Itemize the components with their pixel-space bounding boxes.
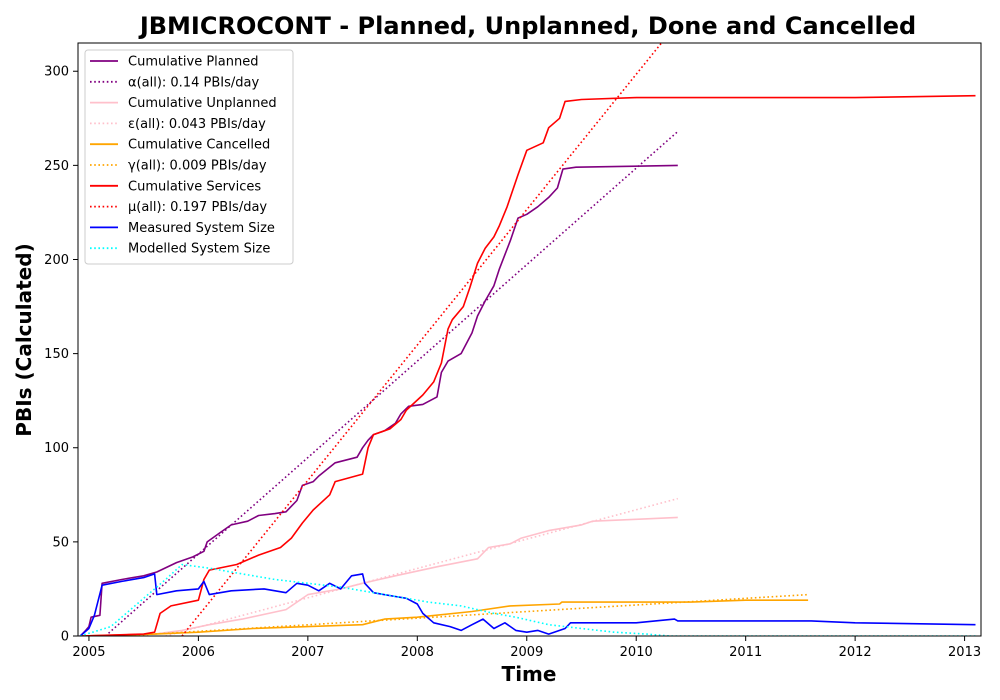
series-line-modelled-system-size-9: [79, 563, 976, 636]
x-tick-label: 2005: [72, 645, 105, 660]
x-tick-label: 2013: [948, 645, 981, 660]
y-tick-label: 50: [52, 535, 69, 550]
legend-label-cumulative-services-6: Cumulative Services: [128, 179, 261, 194]
legend-label-cumulative-cancelled-4: Cumulative Cancelled: [128, 138, 270, 153]
x-tick-label: 2006: [182, 645, 215, 660]
y-tick-label: 300: [44, 65, 69, 80]
x-tick-label: 2011: [729, 645, 762, 660]
legend-label-all-0-197-pbis-day-7: μ(all): 0.197 PBIs/day: [128, 200, 267, 215]
series-line-all-0-009-pbis-day-5: [121, 593, 809, 636]
y-tick-label: 100: [44, 441, 69, 456]
y-tick-label: 250: [44, 159, 69, 174]
legend-box: [84, 49, 294, 265]
x-tick-label: 2007: [291, 645, 324, 660]
axes: 2005 2006 2007 2008 2009 2010 2011 2012 2013 0 50 1…: [44, 42, 982, 660]
legend-label-all-0-009-pbis-day-5: γ(all): 0.009 PBIs/day: [128, 159, 267, 174]
plot-frame: [77, 42, 982, 637]
legend-label-cumulative-planned-0: Cumulative Planned: [128, 55, 258, 70]
legend-label-modelled-system-size-9: Modelled System Size: [128, 242, 270, 257]
chart-title: JBMICROCONT - Planned, Unplanned, Done a…: [138, 12, 916, 40]
series-line-all-0-197-pbis-day-7: [181, 43, 663, 636]
x-tick-label: 2010: [620, 645, 653, 660]
series-line-cumulative-services-6: [80, 94, 976, 636]
x-tick-label: 2012: [839, 645, 872, 660]
legend-label-all-0-043-pbis-day-3: ε(all): 0.043 PBIs/day: [128, 117, 266, 132]
legend-label-measured-system-size-8: Measured System Size: [128, 221, 275, 236]
series-line-all-0-14-pbis-day-1: [104, 130, 679, 636]
y-tick-label: 200: [44, 253, 69, 268]
legend-label-cumulative-unplanned-2: Cumulative Unplanned: [128, 96, 277, 111]
x-axis-label: Time: [502, 662, 557, 686]
legend-label-all-0-14-pbis-day-1: α(all): 0.14 PBIs/day: [128, 75, 259, 90]
series-line-measured-system-size-8: [79, 573, 976, 636]
series-line-all-0-043-pbis-day-3: [165, 497, 679, 636]
x-tick-label: 2008: [401, 645, 434, 660]
y-tick-label: 0: [61, 630, 69, 645]
plot-series: [79, 43, 976, 636]
y-tick-label: 150: [44, 347, 69, 362]
x-tick-label: 2009: [510, 645, 543, 660]
y-axis-label: PBIs (Calculated): [12, 243, 36, 436]
series-line-cumulative-planned-0: [79, 164, 678, 636]
series-line-cumulative-cancelled-4: [80, 599, 809, 636]
legend: Cumulative Planned α(all): 0.14 PBIs/day C…: [84, 49, 294, 265]
